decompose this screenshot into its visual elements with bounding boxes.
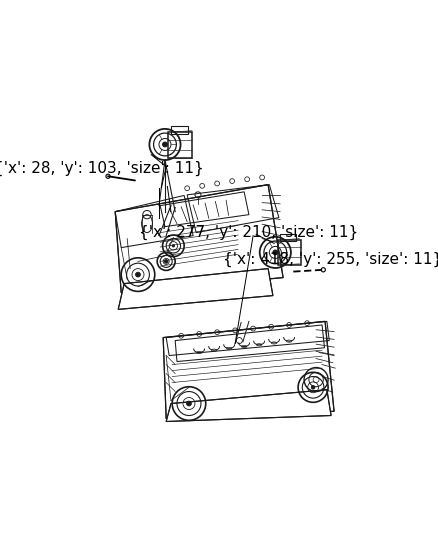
Polygon shape [163,321,334,418]
Polygon shape [166,390,331,422]
Circle shape [136,272,141,277]
Circle shape [164,260,168,263]
Circle shape [162,142,167,147]
Circle shape [273,250,278,255]
Text: {'x': 418, 'y': 255, 'size': 11}: {'x': 418, 'y': 255, 'size': 11} [223,252,438,267]
Polygon shape [118,269,273,309]
Circle shape [187,401,191,406]
Text: {'x': 277, 'y': 210, 'size': 11}: {'x': 277, 'y': 210, 'size': 11} [139,225,358,240]
Circle shape [311,385,315,389]
Circle shape [106,174,110,179]
Text: {'x': 28, 'y': 103, 'size': 11}: {'x': 28, 'y': 103, 'size': 11} [0,161,204,176]
Circle shape [172,245,175,247]
Polygon shape [115,184,283,293]
Circle shape [321,268,325,272]
